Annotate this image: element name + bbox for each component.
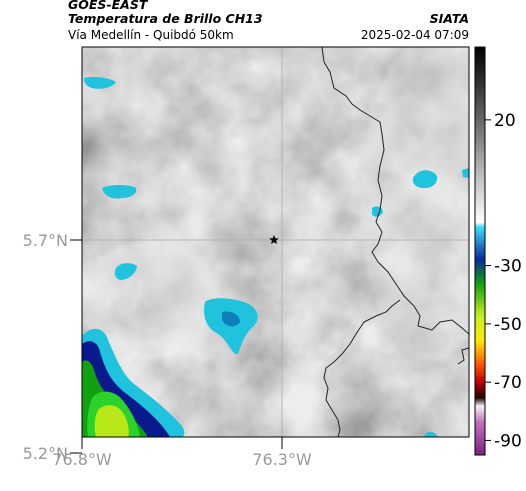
colorbar-tick-label-3: -70 [494, 373, 522, 393]
colorbar-tick-label-1: -30 [494, 257, 522, 277]
colorbar-tick-label-4: -90 [494, 431, 522, 451]
brightness-temperature-field [82, 47, 469, 437]
star-marker-shape [269, 235, 279, 245]
department-borders [321, 47, 469, 437]
colorbar-tick-label-2: -50 [494, 315, 522, 335]
deep-convection-area [82, 328, 185, 437]
colorbar-ticks: 20 -30 -50 -70 -90 [485, 111, 522, 451]
lat-tick-label-1: 5.2°N [23, 444, 68, 463]
location-star-marker [269, 235, 279, 245]
lon-tick-label-1: 76.3°W [252, 450, 312, 469]
lon-tick-label-0: 76.8°W [52, 450, 112, 469]
organization-label: SIATA [429, 11, 469, 26]
colorbar-tick-label-0: 20 [494, 111, 516, 131]
timestamp-label: 2025-02-04 07:09 [360, 28, 469, 42]
satellite-title: GOES-EAST [68, 0, 148, 12]
map-axes: 76.8°W 76.3°W 5.7°N 5.2°N [23, 231, 312, 469]
lat-tick-label-0: 5.7°N [23, 231, 68, 250]
location-subtitle: Vía Medellín - Quibdó 50km [68, 28, 234, 42]
colorbar-gradient [474, 46, 486, 456]
colorbar: 20 -30 -50 -70 -90 [474, 46, 522, 456]
product-title: Temperatura de Brillo CH13 [68, 11, 263, 26]
map-frame [81, 46, 470, 438]
cold-cloud-cells [84, 77, 469, 437]
